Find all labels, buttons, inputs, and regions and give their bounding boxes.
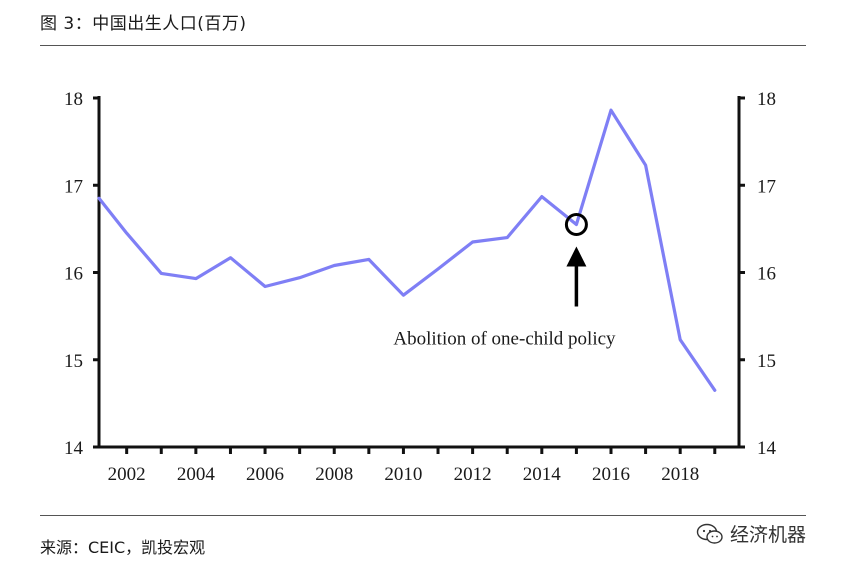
y-tick-label-right: 14 [757, 438, 777, 459]
y-tick-label-left: 15 [64, 351, 83, 372]
y-tick-label-left: 17 [64, 176, 83, 197]
x-tick-label: 2010 [384, 464, 422, 485]
x-tick-label: 2002 [108, 464, 146, 485]
figure-title: 图 3：中国出生人口(百万) [40, 14, 247, 34]
y-tick-label-left: 16 [64, 264, 83, 285]
x-tick-label: 2006 [246, 464, 284, 485]
bottom-divider [40, 515, 806, 516]
x-tick-label: 2004 [177, 464, 216, 485]
wechat-logo-icon [696, 523, 723, 544]
watermark: 经济机器 [696, 520, 806, 547]
x-tick-label: 2018 [661, 464, 699, 485]
annotation-arrow-head [566, 246, 587, 267]
source-note: 来源：CEIC，凯投宏观 [40, 538, 206, 557]
y-tick-label-right: 17 [757, 176, 776, 197]
y-tick-label-right: 15 [757, 351, 776, 372]
y-tick-label-right: 18 [757, 89, 776, 110]
top-divider [40, 45, 806, 46]
x-tick-label: 2014 [523, 464, 562, 485]
y-tick-label-left: 18 [64, 89, 83, 110]
annotation-circle-marker [564, 213, 588, 237]
x-tick-label: 2016 [592, 464, 630, 485]
series-line [97, 108, 717, 392]
watermark-text: 经济机器 [730, 524, 807, 546]
x-tick-label: 2008 [315, 464, 353, 485]
x-tick-label: 2012 [454, 464, 492, 485]
y-tick-label-left: 14 [64, 438, 84, 459]
annotation-label: Abolition of one-child policy [393, 329, 616, 350]
y-tick-label-right: 16 [757, 264, 776, 285]
